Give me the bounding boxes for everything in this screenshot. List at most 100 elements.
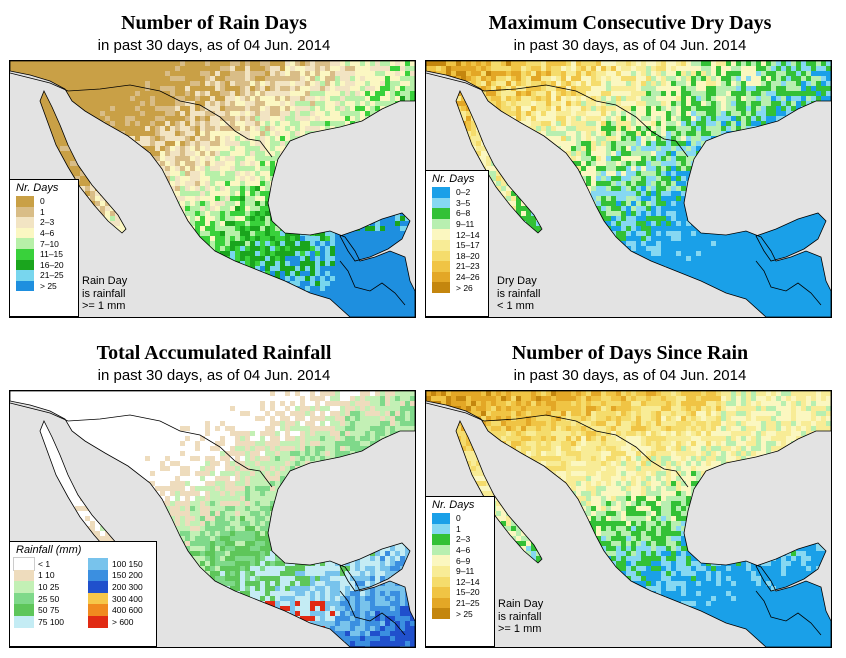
legend-swatch [432,587,450,598]
international-border [426,402,689,488]
legend-swatch [88,615,108,628]
note-line: >= 1 mm [498,623,542,635]
legend-label: 1 [40,206,45,217]
legend-label: 1 [456,523,461,534]
legend-swatch [432,208,450,219]
coastline [10,391,415,647]
legend-item: 24–26 [426,271,488,283]
legend-item: 1 [426,523,494,535]
legend-label: 2–3 [456,534,471,545]
legend-item: 50 75 [10,604,82,616]
legend-item: 11–15 [10,248,78,260]
legend-items: 0 1 2–3 4–6 7–10 11–15 16–20 21–25 > 25 [10,196,78,292]
legend-label: 200 300 [112,581,143,592]
note-line: Dry Day [497,275,537,287]
legend-swatch [14,592,34,605]
international-border [339,260,406,306]
map-dry-days [425,60,832,318]
legend-label: 11–15 [40,249,64,260]
legend-item: 9–11 [426,565,494,577]
definition-note: Rain Day is rainfall >= 1 mm [82,275,127,313]
legend-label: 12–14 [456,576,480,587]
legend-items: 0–2 3–5 6–8 9–11 12–14 15–17 18–20 21–23 24–26 > … [426,187,488,293]
note-line: Rain Day [82,275,128,287]
legend-swatch [88,592,108,605]
legend-item: 100 150 [84,558,156,570]
legend-label: 150 200 [112,570,143,581]
legend-swatch [14,569,34,582]
legend-title: Nr. Days [432,173,475,185]
coastline [39,90,127,234]
legend-swatch [16,206,34,218]
legend-item: 3–5 [426,197,488,209]
legend-title: Nr. Days [432,499,475,511]
panel-subtitle: in past 30 days, as of 04 Jun. 2014 [97,367,331,384]
note-line: >= 1 mm [82,300,126,312]
legend-swatch [432,608,450,619]
international-border [755,590,822,636]
legend-label: 7–10 [40,238,59,249]
legend-item: 6–9 [426,555,494,566]
legend-label: 75 100 [38,616,64,627]
legend-swatch [432,282,450,293]
legend-items: < 1 100 150 1 10 150 200 10 25 200 300 25 50 30… [10,557,156,628]
legend-item: 21–25 [426,597,494,609]
legend-item: 200 300 [84,581,156,593]
legend-label: 9–11 [456,219,475,230]
legend-swatch [88,604,108,616]
legend-item: < 1 [10,557,82,571]
legend-label: > 25 [40,281,57,292]
coastline [426,391,831,647]
legend-swatch [432,576,450,588]
legend-swatch [16,280,34,292]
map-graphic [426,391,831,647]
panel-since-rain: Number of Days Since Rain in past 30 day… [425,330,835,648]
map-graphic [426,61,831,317]
legend-swatch [432,239,450,251]
legend-swatch [432,261,450,272]
legend-label: 4–6 [456,545,471,556]
legend-swatch [432,544,450,556]
legend-item: 15–20 [426,587,494,598]
coastline [755,542,827,592]
legend-item: 18–20 [426,250,488,262]
legend-label: 10 25 [38,581,60,592]
legend-swatch [16,248,34,260]
legend-label: 18–20 [456,250,480,261]
legend-item: 0 [10,196,78,207]
legend-label: 300 400 [112,593,143,604]
legend-label: 0 [40,196,45,207]
legend-label: 24–26 [456,272,480,283]
note-line: is rainfall [498,610,542,623]
legend-item: 6–8 [426,208,488,219]
definition-note: Rain Day is rainfall >= 1 mm [498,598,543,636]
legend-title: Nr. Days [16,182,59,194]
international-border [339,590,406,636]
legend-swatch [432,597,450,609]
legend-swatch [16,259,34,271]
legend-item: 0–2 [426,187,488,198]
legend-swatch [88,558,108,570]
legend-item: 1 10 [10,569,82,582]
legend-swatch [432,229,450,240]
legend-items: 0 1 2–3 4–6 6–9 9–11 12–14 15–20 21–25 > 25 [426,513,494,619]
legend-item: > 600 [84,615,156,628]
legend-swatch [13,557,35,571]
panel-title: Number of Rain Days [121,12,307,34]
panel-dry-days: Maximum Consecutive Dry Days in past 30 … [425,0,835,318]
legend-label: 16–20 [40,259,64,270]
coastline [10,61,415,317]
legend-swatch [432,534,450,545]
international-border [426,72,689,158]
international-border [10,402,273,488]
legend-label: 0–2 [456,187,471,198]
legend-item: 16–20 [10,259,78,271]
panel-title: Total Accumulated Rainfall [96,342,332,364]
panel-subtitle: in past 30 days, as of 04 Jun. 2014 [513,37,747,54]
legend-item: 300 400 [84,592,156,605]
legend-item: 2–3 [10,217,78,228]
legend-item: 0 [426,513,494,524]
legend-label: 2–3 [40,217,55,228]
legend-swatch [432,513,450,524]
legend-item: 150 200 [84,569,156,582]
